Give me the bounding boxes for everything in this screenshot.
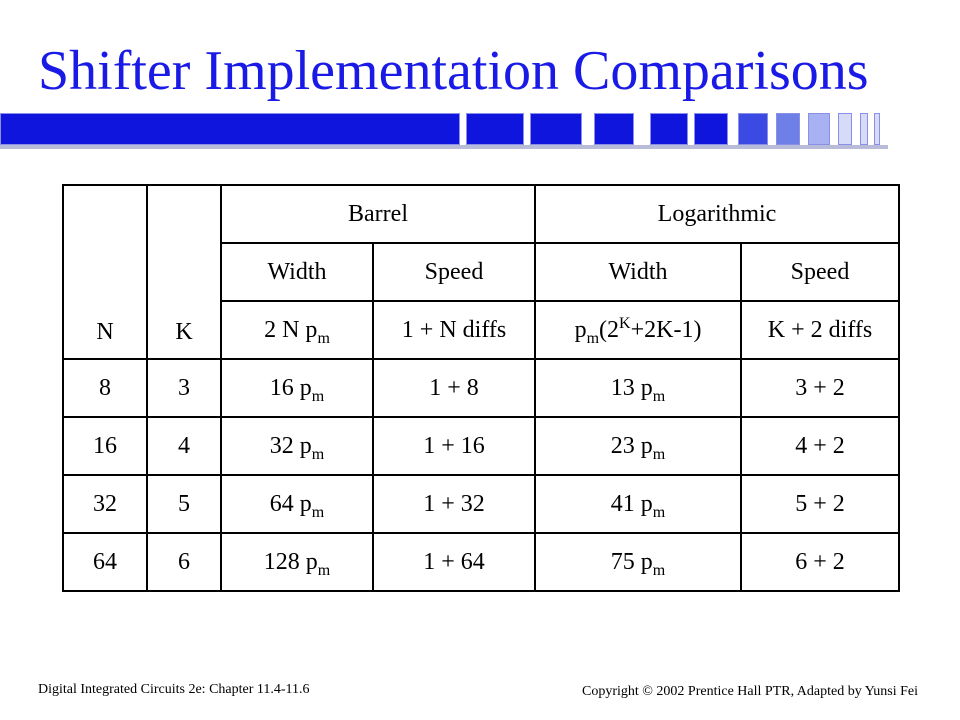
table-header-row: N K Barrel Logarithmic: [62, 184, 900, 360]
cell-barrel-width: 64 pm: [220, 474, 374, 534]
cell-barrel-width: 16 pm: [220, 358, 374, 418]
footer-course: Digital Integrated Circuits 2e: Chapter …: [38, 682, 310, 697]
formula-barrel-width: 2 N pm: [220, 300, 374, 360]
cell-log-width: 41 pm: [534, 474, 742, 534]
cell-log-speed: 3 + 2: [740, 358, 900, 418]
cell-log-speed: 4 + 2: [740, 416, 900, 476]
cell-log-width: 23 pm: [534, 416, 742, 476]
header-k: K: [146, 184, 222, 360]
footer-copyright: Copyright © 2002 Prentice Hall PTR, Adap…: [582, 684, 918, 699]
table-subheader-row: Width Speed Width Speed: [63, 242, 900, 302]
cell-n: 8: [62, 358, 148, 418]
cell-barrel-width: 32 pm: [220, 416, 374, 476]
cell-log-width: 13 pm: [534, 358, 742, 418]
copyright-symbol-icon: ©: [642, 684, 653, 699]
header-barrel: Barrel: [220, 184, 536, 244]
cell-barrel-speed: 1 + 8: [372, 358, 536, 418]
formula-barrel-speed: 1 + N diffs: [372, 300, 536, 360]
header-logarithmic: Logarithmic: [534, 184, 900, 244]
subheader-log-width: Width: [534, 242, 742, 302]
cell-barrel-width: 128 pm: [220, 532, 374, 592]
formula-log-width: pm(2K+2K-1): [534, 300, 742, 360]
subheader-log-speed: Speed: [740, 242, 900, 302]
header-n: N: [62, 184, 148, 360]
cell-barrel-speed: 1 + 32: [372, 474, 536, 534]
cell-log-speed: 5 + 2: [740, 474, 900, 534]
cell-barrel-speed: 1 + 16: [372, 416, 536, 476]
cell-log-speed: 6 + 2: [740, 532, 900, 592]
cell-k: 6: [146, 532, 222, 592]
table-row: 32 5 64 pm 1 + 32 41 pm 5 + 2: [62, 474, 900, 534]
cell-log-width: 75 pm: [534, 532, 742, 592]
cell-n: 16: [62, 416, 148, 476]
cell-barrel-speed: 1 + 64: [372, 532, 536, 592]
title-decorative-bar: [0, 113, 960, 149]
table-row: 16 4 32 pm 1 + 16 23 pm 4 + 2: [62, 416, 900, 476]
cell-n: 32: [62, 474, 148, 534]
table-row: 8 3 16 pm 1 + 8 13 pm 3 + 2: [62, 358, 900, 418]
cell-k: 3: [146, 358, 222, 418]
subheader-barrel-speed: Speed: [372, 242, 536, 302]
cell-n: 64: [62, 532, 148, 592]
table-row: 64 6 128 pm 1 + 64 75 pm 6 + 2: [62, 532, 900, 592]
cell-k: 5: [146, 474, 222, 534]
subheader-barrel-width: Width: [220, 242, 374, 302]
table-formula-row: 2 N pm 1 + N diffs pm(2K+2K-1) K + 2 dif…: [63, 300, 900, 360]
formula-log-speed: K + 2 diffs: [740, 300, 900, 360]
cell-k: 4: [146, 416, 222, 476]
comparison-table: N K Barrel Logarithmic Width Speed Width…: [62, 184, 900, 592]
slide-title: Shifter Implementation Comparisons: [38, 40, 869, 102]
